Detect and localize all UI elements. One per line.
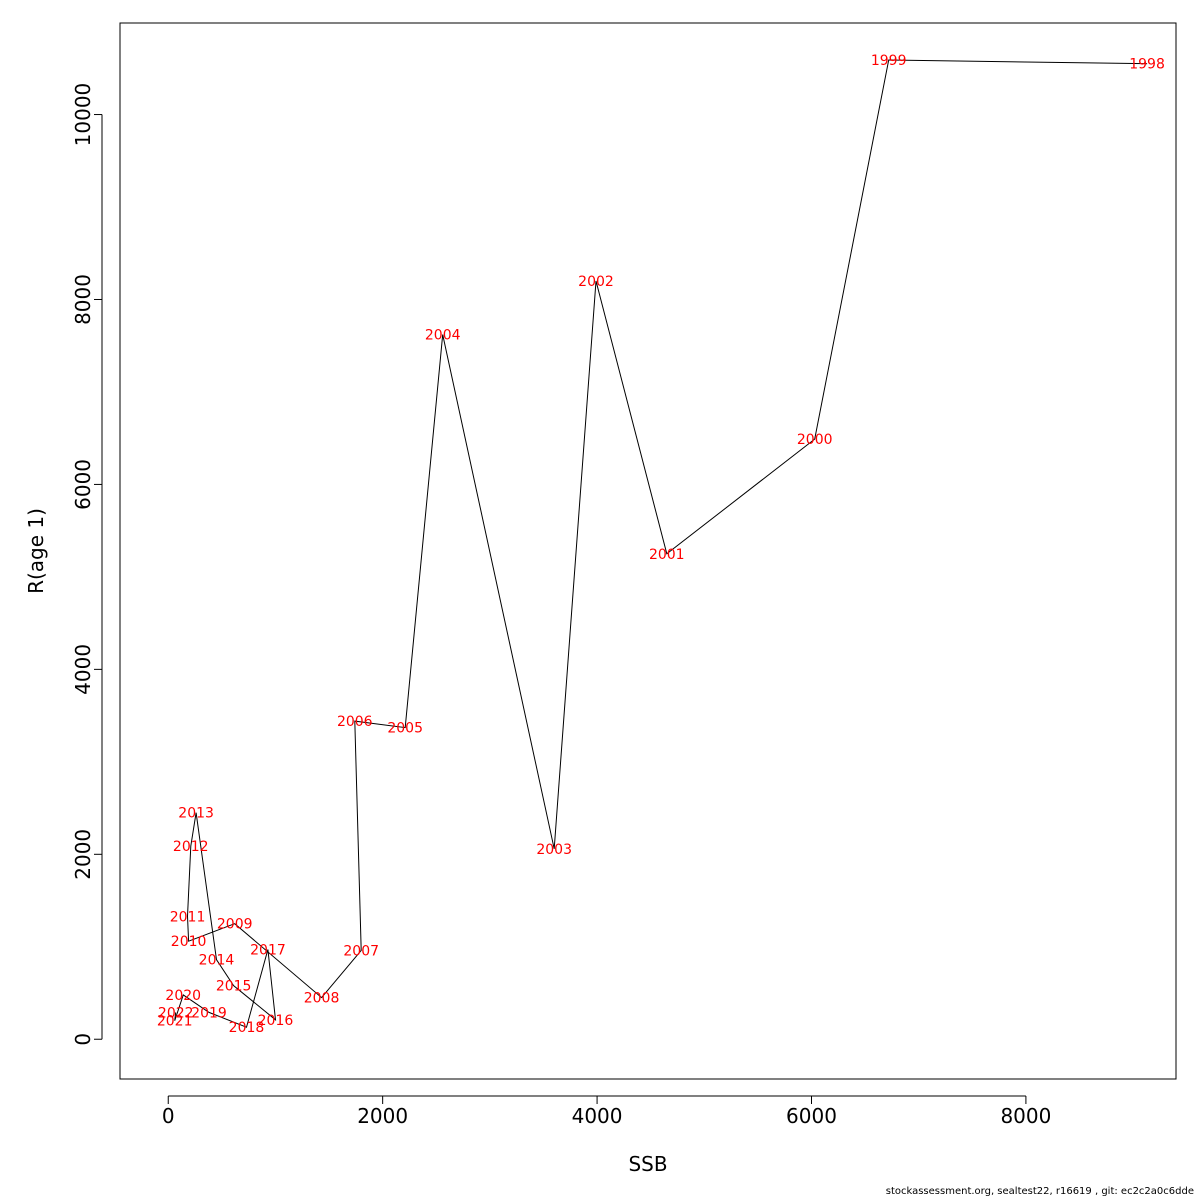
year-label-2022: 2022 xyxy=(158,1005,194,1021)
year-label-2015: 2015 xyxy=(216,979,252,995)
y-tick-label: 4000 xyxy=(71,644,95,695)
x-axis-title: SSB xyxy=(628,1152,667,1176)
plot-frame xyxy=(119,22,1177,1080)
y-tick-label: 8000 xyxy=(71,274,95,325)
year-label-2006: 2006 xyxy=(337,714,373,730)
x-tick-label: 6000 xyxy=(786,1104,837,1128)
year-label-2020: 2020 xyxy=(165,988,201,1004)
y-axis-title: R(age 1) xyxy=(24,508,48,594)
year-label-2004: 2004 xyxy=(425,328,461,344)
y-axis: 0 2000 4000 6000 8000 10000 xyxy=(71,83,103,1046)
year-label-2021: 2021 xyxy=(157,1014,193,1030)
y-tick-label: 2000 xyxy=(71,829,95,880)
y-tick-label: 6000 xyxy=(71,459,95,510)
y-tick-label: 0 xyxy=(71,1033,95,1046)
year-label-2017: 2017 xyxy=(250,943,286,959)
year-label-2011: 2011 xyxy=(170,909,206,925)
y-tick-label: 10000 xyxy=(71,83,95,147)
year-label-2005: 2005 xyxy=(387,721,423,737)
year-label-2019: 2019 xyxy=(191,1005,227,1021)
year-label-2007: 2007 xyxy=(343,943,379,959)
year-label-2016: 2016 xyxy=(258,1013,294,1029)
year-label-2010: 2010 xyxy=(171,934,207,950)
year-label-2013: 2013 xyxy=(178,806,214,822)
x-tick-label: 2000 xyxy=(357,1104,408,1128)
year-label-1998: 1998 xyxy=(1129,57,1165,73)
x-tick-label: 0 xyxy=(162,1104,175,1128)
year-label-2012: 2012 xyxy=(173,839,209,855)
year-label-1999: 1999 xyxy=(871,53,907,69)
footer-note: stockassessment.org, sealtest22, r16619 … xyxy=(885,1186,1194,1197)
year-label-2014: 2014 xyxy=(199,953,235,969)
year-label-2008: 2008 xyxy=(304,991,340,1007)
year-label-2002: 2002 xyxy=(578,274,614,290)
year-label-2009: 2009 xyxy=(217,917,253,933)
x-axis: 0 2000 4000 6000 8000 xyxy=(162,1095,1051,1128)
year-label-2000: 2000 xyxy=(797,432,833,448)
year-labels: 1998 1999 2000 2001 2002 2003 2004 2005 2006 2007… xyxy=(157,53,1165,1036)
x-tick-label: 8000 xyxy=(1000,1104,1051,1128)
year-label-2001: 2001 xyxy=(649,547,685,563)
x-tick-label: 4000 xyxy=(572,1104,623,1128)
year-label-2003: 2003 xyxy=(536,842,572,858)
year-label-2018: 2018 xyxy=(229,1020,265,1036)
series-line xyxy=(174,59,1148,1028)
